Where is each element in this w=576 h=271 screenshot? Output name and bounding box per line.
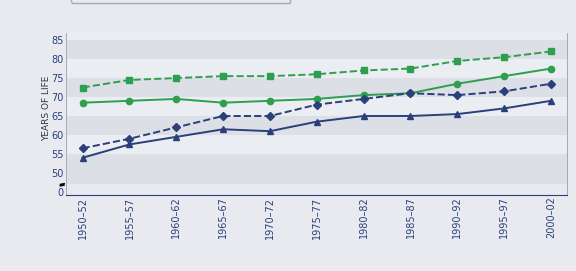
Bar <box>66 78 567 97</box>
Non-Māori males <box>313 97 320 101</box>
Non-Māori males <box>407 92 414 95</box>
Y-axis label: YEARS OF LIFE: YEARS OF LIFE <box>42 76 51 141</box>
Māori males <box>219 128 226 131</box>
Non-Māori females <box>219 75 226 78</box>
Māori females <box>501 90 507 93</box>
Non-Māori males <box>501 75 507 78</box>
Bar <box>66 116 567 135</box>
Non-Māori males <box>79 101 86 104</box>
Non-Māori females <box>407 67 414 70</box>
Bar <box>66 59 567 78</box>
Bar <box>66 40 567 59</box>
Legend: Non-Māori females, Non-Māori males, Māori females, Māori males: Non-Māori females, Non-Māori males, Māor… <box>71 0 290 3</box>
Non-Māori males <box>267 99 274 102</box>
Line: Non-Māori males: Non-Māori males <box>79 65 554 106</box>
Non-Māori males <box>173 97 180 101</box>
Non-Māori males <box>454 82 461 85</box>
Bar <box>66 154 567 173</box>
Line: Māori females: Māori females <box>80 81 554 151</box>
Non-Māori females <box>548 50 555 53</box>
Māori males <box>407 114 414 118</box>
Māori males <box>173 135 180 138</box>
Māori males <box>313 120 320 123</box>
Non-Māori females <box>126 78 133 82</box>
Non-Māori females <box>454 59 461 63</box>
Māori females <box>126 137 133 140</box>
Non-Māori females <box>267 75 274 78</box>
Māori females <box>267 114 274 118</box>
Māori males <box>454 112 461 116</box>
Māori males <box>79 156 86 159</box>
Māori females <box>360 97 367 101</box>
Non-Māori females <box>79 86 86 89</box>
Māori males <box>267 130 274 133</box>
Non-Māori males <box>548 67 555 70</box>
Bar <box>66 21 567 40</box>
Non-Māori females <box>360 69 367 72</box>
Māori females <box>454 93 461 97</box>
Non-Māori males <box>219 101 226 104</box>
Non-Māori females <box>501 56 507 59</box>
Non-Māori females <box>313 73 320 76</box>
Māori females <box>548 82 555 85</box>
Bar <box>66 97 567 116</box>
Māori females <box>219 114 226 118</box>
Māori females <box>79 147 86 150</box>
Māori males <box>360 114 367 118</box>
Bar <box>66 135 567 154</box>
Non-Māori males <box>126 99 133 102</box>
Māori males <box>548 99 555 102</box>
Line: Non-Māori females: Non-Māori females <box>79 48 554 91</box>
Māori females <box>173 126 180 129</box>
Māori males <box>126 143 133 146</box>
Non-Māori females <box>173 76 180 80</box>
Māori females <box>313 103 320 106</box>
Non-Māori males <box>360 93 367 97</box>
Māori females <box>407 92 414 95</box>
Line: Māori males: Māori males <box>79 98 554 161</box>
Māori males <box>501 107 507 110</box>
